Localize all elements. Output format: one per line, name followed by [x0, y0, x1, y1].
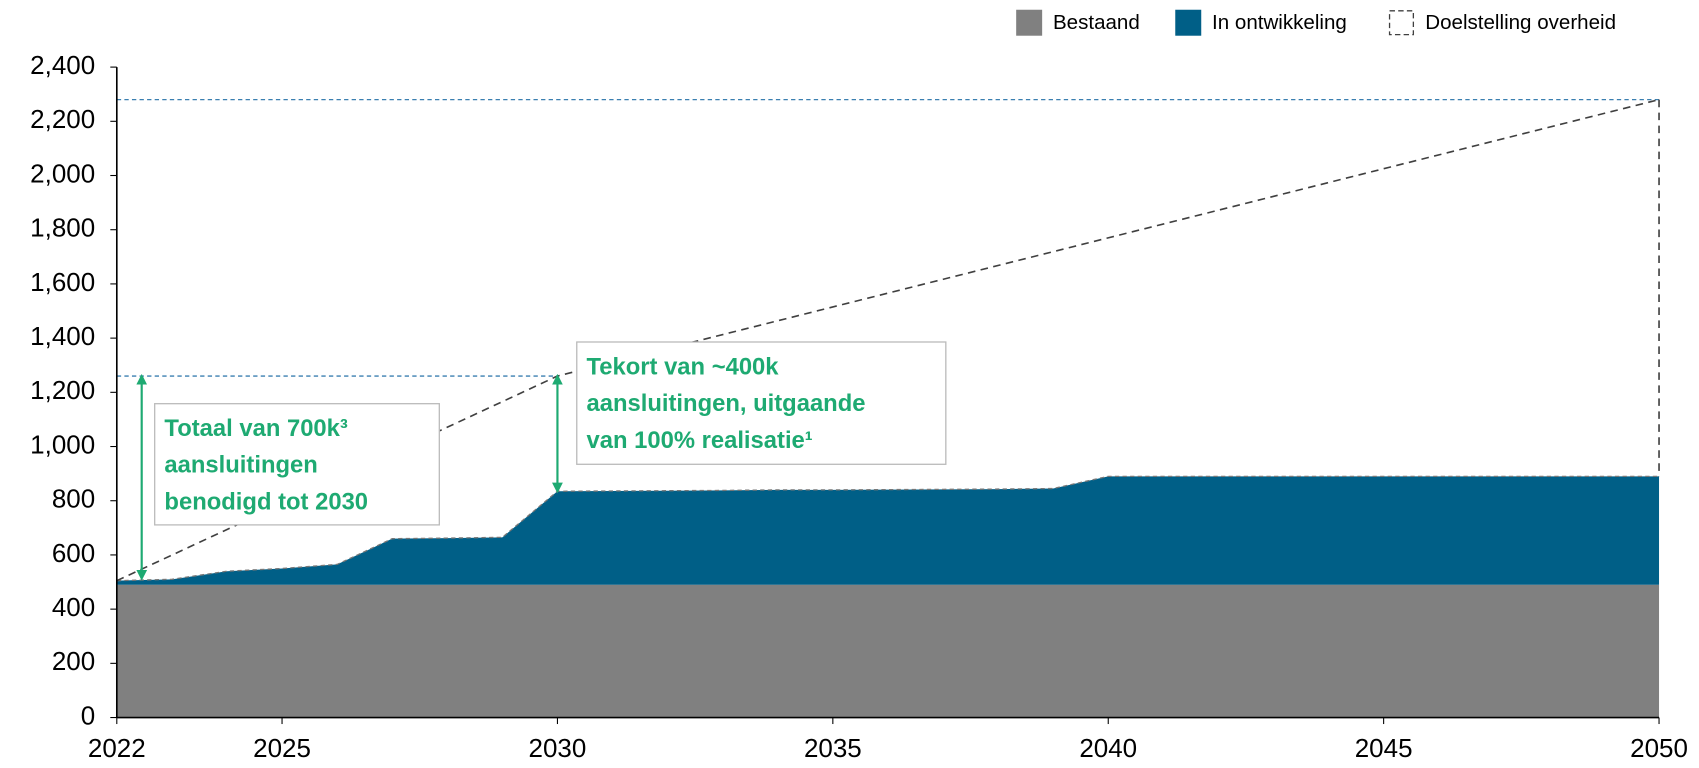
legend-label: Doelstelling overheid: [1425, 11, 1616, 34]
y-tick-label: 0: [81, 700, 95, 730]
area-outline: [116, 475, 1660, 582]
legend-swatch: [1388, 10, 1415, 36]
y-tick-label: 2,200: [30, 104, 95, 134]
y-tick-label: 200: [52, 646, 95, 676]
x-tick-label: 2050: [1630, 733, 1688, 763]
y-tick-label: 400: [52, 592, 95, 622]
y-tick-label: 2,000: [30, 158, 95, 188]
annotation-text: van 100% realisatie¹: [587, 427, 813, 454]
legend-swatch: [1016, 9, 1043, 36]
annotation-text: aansluitingen, uitgaande: [587, 390, 866, 417]
x-tick-label: 2022: [88, 733, 146, 763]
y-tick-label: 1,200: [30, 375, 95, 405]
y-tick-label: 1,600: [30, 267, 95, 297]
annotation-box: [576, 341, 947, 465]
legend-label: Bestaand: [1053, 11, 1140, 34]
legend-swatch: [1175, 9, 1202, 36]
annotation-text: benodigd tot 2030: [164, 489, 368, 516]
area: [116, 476, 1660, 585]
area: [116, 584, 1660, 718]
legend-label: In ontwikkeling: [1212, 11, 1347, 34]
annotation-box: [154, 403, 440, 526]
annotation-text: aansluitingen: [164, 452, 317, 479]
annotation-text: Totaal van 700k³: [164, 415, 347, 442]
y-tick-label: 1,800: [30, 213, 95, 243]
y-tick-label: 1,400: [30, 321, 95, 351]
x-tick-label: 2035: [804, 733, 862, 763]
y-tick-label: 800: [52, 484, 95, 514]
annotation-text: Tekort van ~400k: [587, 353, 780, 380]
x-tick-label: 2025: [253, 733, 311, 763]
y-tick-label: 2,400: [30, 50, 95, 80]
y-tick-label: 600: [52, 538, 95, 568]
x-tick-label: 2045: [1355, 733, 1413, 763]
y-tick-label: 1,000: [30, 429, 95, 459]
x-tick-label: 2040: [1079, 733, 1137, 763]
x-tick-label: 2030: [529, 733, 587, 763]
